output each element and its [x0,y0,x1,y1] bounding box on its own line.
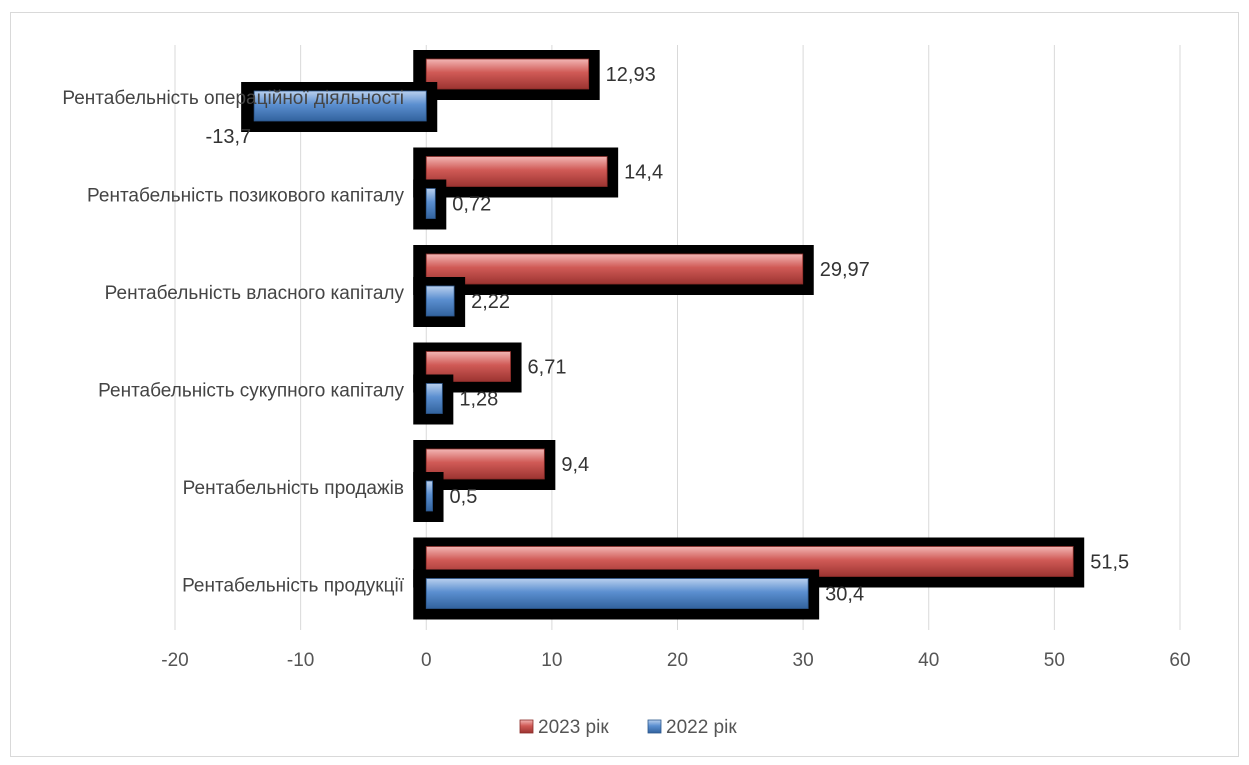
bar-2023 [425,58,590,90]
legend-label-2022: 2022 рік [666,717,737,738]
x-tick-label: 0 [421,650,432,671]
data-label-2022: 2,22 [471,291,510,313]
category-label: Рентабельність позикового капіталу [87,186,404,207]
data-label-2023: 29,97 [820,259,870,281]
data-label-2023: 6,71 [528,357,567,379]
bar-2022 [425,578,809,609]
data-label-2023: 14,4 [624,162,663,184]
category-labels: Рентабельність операційної діяльності Рен… [62,88,404,597]
legend-swatch-2023 [519,719,534,734]
data-label-2022: 0,72 [452,194,491,216]
data-label-2023: 51,5 [1090,552,1129,574]
category-label: Рентабельність операційної діяльності [62,88,404,109]
x-tick-label: 40 [918,650,939,671]
x-tick-label: 20 [667,650,688,671]
x-axis: -20 -10 0 10 20 30 40 50 60 [161,650,1190,671]
gridlines [174,45,1181,630]
data-label-2023: 12,93 [606,64,656,86]
x-tick-label: 10 [541,650,562,671]
category-label: Рентабельність продукції [182,576,405,597]
data-label-2022: 0,5 [450,486,478,508]
category-label: Рентабельність власного капіталу [105,283,405,304]
data-label-2023: 9,4 [561,454,589,476]
category-label: Рентабельність сукупного капіталу [98,381,404,402]
bar-2023 [425,253,804,285]
bar-2023 [425,448,545,480]
chart-frame [10,12,1239,757]
bar-2022 [425,188,436,219]
legend: 2023 рік 2022 рік [519,717,737,738]
bar-2022 [253,90,427,122]
data-label-2022: 30,4 [825,584,864,606]
x-tick-label: -20 [161,650,188,671]
legend-swatch-2022 [647,719,662,734]
data-label-2022: -13,7 [206,126,252,148]
bar-2022 [425,480,433,512]
x-tick-label: 60 [1169,650,1190,671]
bars: 12,93 -13,7 14,4 0,72 29,97 2,22 6,71 1,28 9,4 0,… [206,50,1129,620]
x-tick-label: 30 [793,650,814,671]
bar-2022 [425,383,443,414]
category-label: Рентабельність продажів [183,478,404,499]
bar-2022 [425,285,455,317]
legend-label-2023: 2023 рік [538,717,609,738]
data-label-2022: 1,28 [459,389,498,411]
x-tick-label: -10 [287,650,314,671]
x-tick-label: 50 [1044,650,1065,671]
bar-2023 [425,156,608,187]
